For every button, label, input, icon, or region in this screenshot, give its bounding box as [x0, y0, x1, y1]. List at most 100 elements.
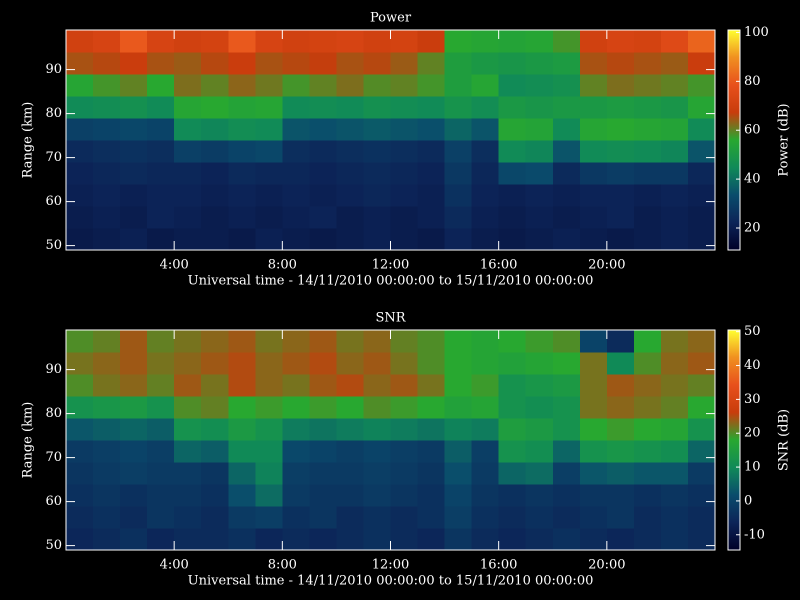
heatmap-cell	[579, 330, 608, 353]
heatmap-cell	[390, 352, 419, 375]
heatmap-cell	[228, 484, 256, 507]
heatmap-cell	[444, 140, 473, 163]
heatmap-cell	[201, 162, 229, 185]
heatmap-cell	[444, 528, 473, 551]
heatmap-cell	[363, 74, 391, 97]
heatmap-cell	[444, 440, 473, 463]
heatmap-cell	[120, 118, 148, 141]
heatmap-cell	[579, 96, 608, 119]
heatmap-cell	[579, 352, 608, 375]
heatmap-cell	[444, 52, 473, 75]
heatmap-cell	[363, 228, 391, 251]
heatmap-cell	[660, 96, 689, 119]
heatmap-cell	[282, 352, 310, 375]
heatmap-cell	[174, 74, 202, 97]
heatmap-cell	[228, 462, 256, 485]
heatmap-cell	[606, 506, 635, 529]
y-tick-label: 60	[45, 194, 62, 209]
heatmap-cell	[147, 184, 175, 207]
heatmap-cell	[120, 374, 148, 397]
heatmap-cell	[174, 118, 202, 141]
heatmap-cell	[390, 162, 419, 185]
heatmap-cell	[633, 52, 662, 75]
heatmap-cell	[633, 484, 662, 507]
heatmap-cell	[444, 96, 473, 119]
heatmap-cell	[660, 184, 689, 207]
heatmap-cell	[147, 52, 175, 75]
heatmap-cell	[390, 484, 419, 507]
heatmap-cell	[363, 396, 391, 419]
heatmap-cell	[66, 162, 94, 185]
heatmap-cell	[282, 374, 310, 397]
heatmap-cell	[606, 528, 635, 551]
heatmap-cell	[444, 74, 473, 97]
y-tick-label: 70	[45, 450, 62, 465]
heatmap-cell	[471, 528, 500, 551]
heatmap-cell	[93, 528, 121, 551]
heatmap-cell	[120, 330, 148, 353]
heatmap-cell	[525, 74, 554, 97]
heatmap-cell	[687, 52, 716, 75]
heatmap-cell	[336, 506, 364, 529]
heatmap-cell	[255, 352, 283, 375]
heatmap-cell	[336, 184, 364, 207]
heatmap-cell	[390, 506, 419, 529]
heatmap-cell	[471, 206, 500, 229]
heatmap-cell	[174, 440, 202, 463]
heatmap-cell	[471, 74, 500, 97]
heatmap-cell	[228, 440, 256, 463]
heatmap-cell	[174, 228, 202, 251]
y-tick-label: 90	[45, 62, 62, 77]
heatmap-cell	[66, 118, 94, 141]
heatmap-cell	[633, 396, 662, 419]
x-tick-label: 8:00	[268, 558, 297, 573]
heatmap-cell	[471, 396, 500, 419]
heatmap-cell	[390, 528, 419, 551]
heatmap-cell	[120, 184, 148, 207]
heatmap-cell	[336, 30, 364, 53]
heatmap-cell	[660, 228, 689, 251]
heatmap-cell	[687, 30, 716, 53]
heatmap-cell	[498, 374, 527, 397]
heatmap-cell	[390, 30, 419, 53]
heatmap-cell	[363, 96, 391, 119]
heatmap-cell	[201, 462, 229, 485]
heatmap-cell	[201, 118, 229, 141]
heatmap-cell	[660, 462, 689, 485]
heatmap-cell	[525, 528, 554, 551]
heatmap-cell	[579, 374, 608, 397]
heatmap-cell	[120, 52, 148, 75]
heatmap-cell	[282, 74, 310, 97]
x-tick-label: 4:00	[160, 258, 189, 273]
heatmap-cell	[147, 228, 175, 251]
heatmap-cell	[687, 396, 716, 419]
heatmap-cell	[147, 96, 175, 119]
heatmap-cell	[552, 396, 581, 419]
x-tick-label: 20:00	[588, 558, 625, 573]
heatmap-cell	[417, 118, 446, 141]
heatmap-cell	[255, 484, 283, 507]
heatmap-cell	[282, 52, 310, 75]
heatmap-cell	[687, 228, 716, 251]
heatmap-cell	[66, 184, 94, 207]
y-tick-label: 70	[45, 150, 62, 165]
heatmap-cell	[336, 484, 364, 507]
heatmap-cell	[525, 418, 554, 441]
heatmap-cell	[309, 528, 337, 551]
heatmap-cell	[174, 184, 202, 207]
colorbar-label: Power (dB)	[777, 103, 792, 176]
heatmap-cell	[255, 184, 283, 207]
heatmap-cell	[498, 330, 527, 353]
heatmap-cell	[444, 30, 473, 53]
colorbar-tick-label: 100	[744, 25, 769, 40]
heatmap-cell	[201, 440, 229, 463]
heatmap-cell	[147, 206, 175, 229]
heatmap-cell	[390, 96, 419, 119]
heatmap-cell	[660, 206, 689, 229]
heatmap-cell	[687, 484, 716, 507]
heatmap-cell	[282, 30, 310, 53]
heatmap-cell	[525, 118, 554, 141]
heatmap-cell	[282, 184, 310, 207]
heatmap-cell	[633, 330, 662, 353]
heatmap-cell	[363, 484, 391, 507]
